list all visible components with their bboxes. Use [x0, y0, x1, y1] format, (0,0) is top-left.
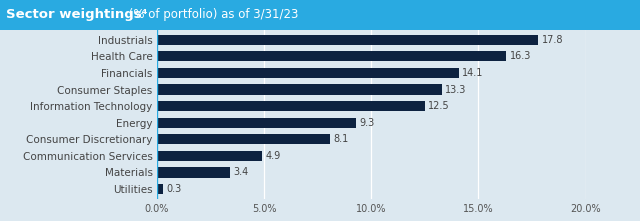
Text: 13.3: 13.3: [445, 84, 467, 95]
Bar: [157, 84, 442, 95]
Bar: [157, 35, 538, 45]
Bar: [157, 151, 262, 161]
Text: 16.3: 16.3: [509, 51, 531, 61]
Text: 3.4: 3.4: [233, 167, 248, 177]
Text: 8.1: 8.1: [333, 134, 349, 144]
Text: 17.8: 17.8: [541, 35, 563, 45]
Bar: [157, 51, 506, 61]
Text: 14.1: 14.1: [462, 68, 484, 78]
Bar: [157, 68, 459, 78]
Text: 12.5: 12.5: [428, 101, 450, 111]
Text: 0.3: 0.3: [166, 184, 182, 194]
Text: 4.9: 4.9: [265, 151, 280, 161]
Bar: [157, 118, 356, 128]
Bar: [157, 167, 230, 177]
Text: 9.3: 9.3: [360, 118, 374, 128]
Bar: [157, 134, 330, 144]
Text: (% of portfolio) as of 3/31/23: (% of portfolio) as of 3/31/23: [125, 8, 298, 21]
Bar: [157, 184, 163, 194]
Text: Sector weightings⁴: Sector weightings⁴: [6, 8, 148, 21]
Bar: [157, 101, 425, 111]
